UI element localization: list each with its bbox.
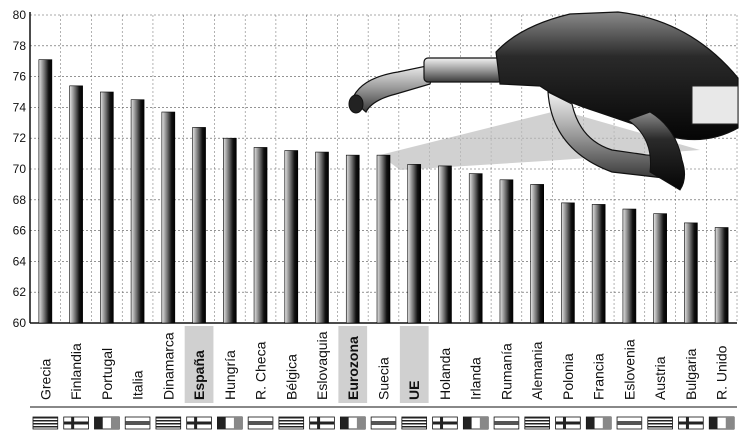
flag-icon [555,416,581,430]
flag-icon [124,416,151,430]
flag-icon [370,416,397,430]
flag-icon [708,416,735,430]
x-category-label: Francia [591,353,607,400]
y-tick-label: 74 [13,100,27,114]
bar-suecia [376,154,391,324]
flag-icon [186,416,212,430]
x-category-label: España [191,350,207,400]
y-tick-label: 60 [13,316,27,330]
x-category-label: Grecia [37,359,53,400]
highlight-cell [184,326,214,403]
flag-icon [647,416,673,430]
x-category-label: Italia [130,370,146,400]
fuel-nozzle-icon [348,11,739,191]
x-category-label: Holanda [437,348,453,400]
flag-icon [585,416,612,430]
x-category-label: Hungría [222,350,238,400]
flag-icon [524,416,550,430]
bar-ue [407,164,422,324]
y-tick-label: 72 [13,131,27,145]
x-category-label: Austria [652,356,668,400]
x-category-label: Eslovenia [621,339,637,400]
x-category-label: Finlandia [68,343,84,400]
flag-icon [339,416,366,430]
bar-r-checa [253,147,268,324]
flag-icon [32,416,59,430]
y-tick-label: 78 [13,39,27,53]
bar-francia [591,204,606,324]
flag-icon [217,416,243,430]
x-category-label: Rumanía [498,343,514,400]
x-category-label: Portugal [99,348,115,400]
bar-espa-a [192,127,206,324]
bar-eslovenia [622,208,637,324]
x-category-label: Alemania [529,341,545,400]
flag-icon [678,416,704,430]
flag-icon [309,416,335,430]
bar-dinamarca [161,111,176,324]
flag-icon [616,416,643,430]
flag-icon [462,416,489,430]
bar-alemania [530,184,544,324]
flag-icon [63,416,89,430]
x-category-label: Bulgaria [683,348,699,400]
bar-bulgaria [684,222,698,324]
y-tick-label: 62 [13,285,27,299]
y-tick-label: 80 [13,8,27,22]
flag-icon [401,416,428,430]
bar-grecia [38,59,53,324]
bar-eslovaquia [315,151,329,324]
flag-icon [432,416,458,430]
y-tick-label: 66 [13,224,27,238]
bar-portugal [100,91,114,324]
x-category-label: Eurozona [345,336,361,400]
x-category-label: R. Checa [253,341,269,400]
bar-hungr-a [223,137,237,324]
flag-icon [155,416,182,430]
x-category-label: Irlanda [468,357,484,400]
x-category-label: R. Unido [714,345,730,400]
x-category-label: Suecia [376,357,392,400]
bars [38,59,729,324]
bar-b-lgica [284,150,299,324]
flag-icon [493,416,520,430]
category-labels: Grecia Finlandia Portugal Italia Dinamarca Es… [30,326,737,408]
flag-icon [278,416,305,430]
bar-eurozona [345,154,360,324]
flag-icon [247,416,274,430]
bar-holanda [438,165,452,324]
y-tick-label: 64 [13,254,27,268]
x-category-label: Bélgica [283,354,299,400]
bar-irlanda [468,173,483,324]
highlight-cell [338,326,368,403]
bar-r-unido [714,227,729,324]
x-category-label: Eslovaquia [314,331,330,400]
x-category-label: UE [406,381,422,400]
flag-icon [94,416,120,430]
country-flag-icons [32,416,735,430]
bar-finlandia [69,85,83,324]
y-tick-label: 68 [13,193,27,207]
y-tick-label: 76 [13,70,27,84]
y-tick-label: 70 [13,162,27,176]
x-category-label: Dinamarca [160,332,176,400]
bar-italia [130,99,145,324]
bar-ruman-a [499,179,514,324]
x-category-label: Polonia [560,353,576,400]
bar-austria [653,213,667,324]
highlight-cell [399,326,429,403]
bar-polonia [561,202,575,324]
